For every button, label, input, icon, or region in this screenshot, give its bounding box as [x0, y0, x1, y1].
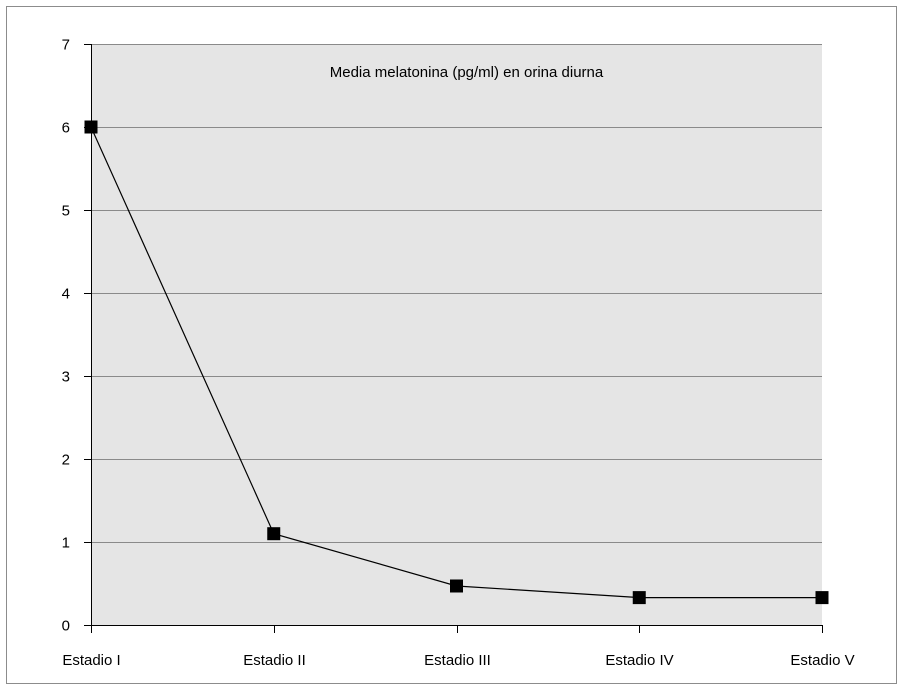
data-point-4 [632, 591, 646, 605]
plot-area [91, 44, 822, 625]
data-point-1 [84, 120, 98, 134]
data-point-3 [450, 579, 463, 593]
y-tick-label: 3 [62, 369, 70, 386]
y-tick-label: 7 [62, 37, 70, 54]
chart-title: Media melatonina (pg/ml) en orina diurna [330, 64, 604, 81]
series-layer [84, 120, 829, 605]
x-tick-label: Estadio I [62, 652, 120, 669]
axes: 0 1 2 3 4 5 6 7 Estadio I Estadio II Estadio III Es… [62, 37, 855, 670]
gridlines [91, 44, 822, 543]
x-tick-label: Estadio V [790, 652, 854, 669]
y-tick-label: 2 [62, 452, 70, 469]
x-tick-label: Estadio III [424, 652, 491, 669]
x-tick-label: Estadio II [243, 652, 306, 669]
y-tick-label: 0 [62, 618, 70, 635]
data-point-2 [267, 527, 281, 541]
x-tick-label: Estadio IV [605, 652, 673, 669]
y-tick-label: 6 [62, 120, 70, 137]
y-tick-label: 4 [62, 286, 70, 303]
y-tick-label: 1 [62, 535, 70, 552]
y-tick-label: 5 [62, 203, 70, 220]
data-point-5 [815, 591, 829, 605]
